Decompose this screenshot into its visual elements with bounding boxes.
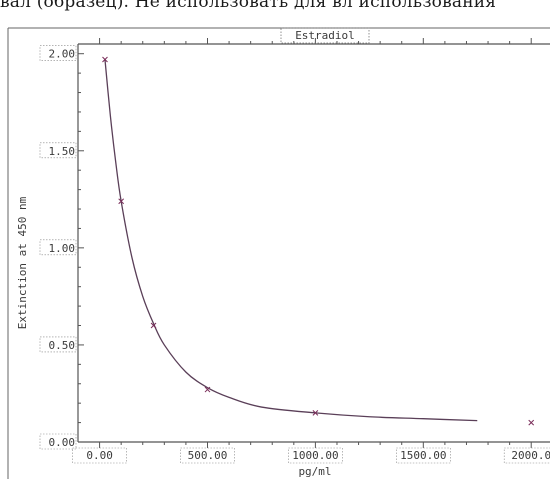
- x-tick-label: 0.00: [86, 449, 113, 462]
- x-tick-label-box: [503, 447, 550, 464]
- data-point-stroke: [528, 419, 535, 426]
- y-axis-label: Extinction at 450 nm: [16, 196, 29, 329]
- x-tick-label-box: [396, 447, 451, 464]
- x-tick-label-box: [72, 447, 127, 464]
- y-tick-label-box: [39, 45, 77, 62]
- y-tick-label-box: [39, 336, 77, 353]
- x-tick-label-box: [180, 447, 235, 464]
- cutoff-caption: вал (образец). Не использовать для вл ис…: [0, 0, 497, 12]
- data-point: [312, 410, 319, 416]
- y-tick-label-box: [39, 239, 77, 256]
- calibration-curve: [104, 59, 478, 422]
- y-tick-label: 0.00: [49, 436, 76, 449]
- y-tick-label: 2.00: [49, 48, 76, 61]
- data-point-stroke: [204, 386, 211, 393]
- data-point: [102, 56, 108, 63]
- x-tick-label-box: [288, 447, 343, 464]
- data-point-stroke: [150, 322, 157, 329]
- x-tick-label: 500.00: [188, 449, 228, 462]
- data-point: [204, 386, 211, 393]
- data-point-stroke: [102, 56, 108, 63]
- chart-title: Estradiol: [295, 29, 355, 42]
- y-tick-label-box: [39, 433, 77, 450]
- y-tick-label: 1.00: [49, 242, 76, 255]
- x-tick-label: 2000.0: [511, 449, 550, 462]
- y-tick-label: 0.50: [49, 339, 76, 352]
- data-point: [150, 322, 157, 329]
- y-tick-label: 1.50: [49, 145, 76, 158]
- title-box: [280, 27, 370, 44]
- x-axis-label: pg/ml: [298, 465, 331, 478]
- data-point-stroke: [312, 410, 319, 416]
- data-point-stroke: [118, 198, 125, 205]
- data-point: [118, 198, 125, 205]
- y-tick-label-box: [39, 142, 77, 159]
- x-tick-label: 1000.00: [292, 449, 338, 462]
- data-point: [528, 419, 535, 426]
- x-tick-label: 1500.00: [400, 449, 446, 462]
